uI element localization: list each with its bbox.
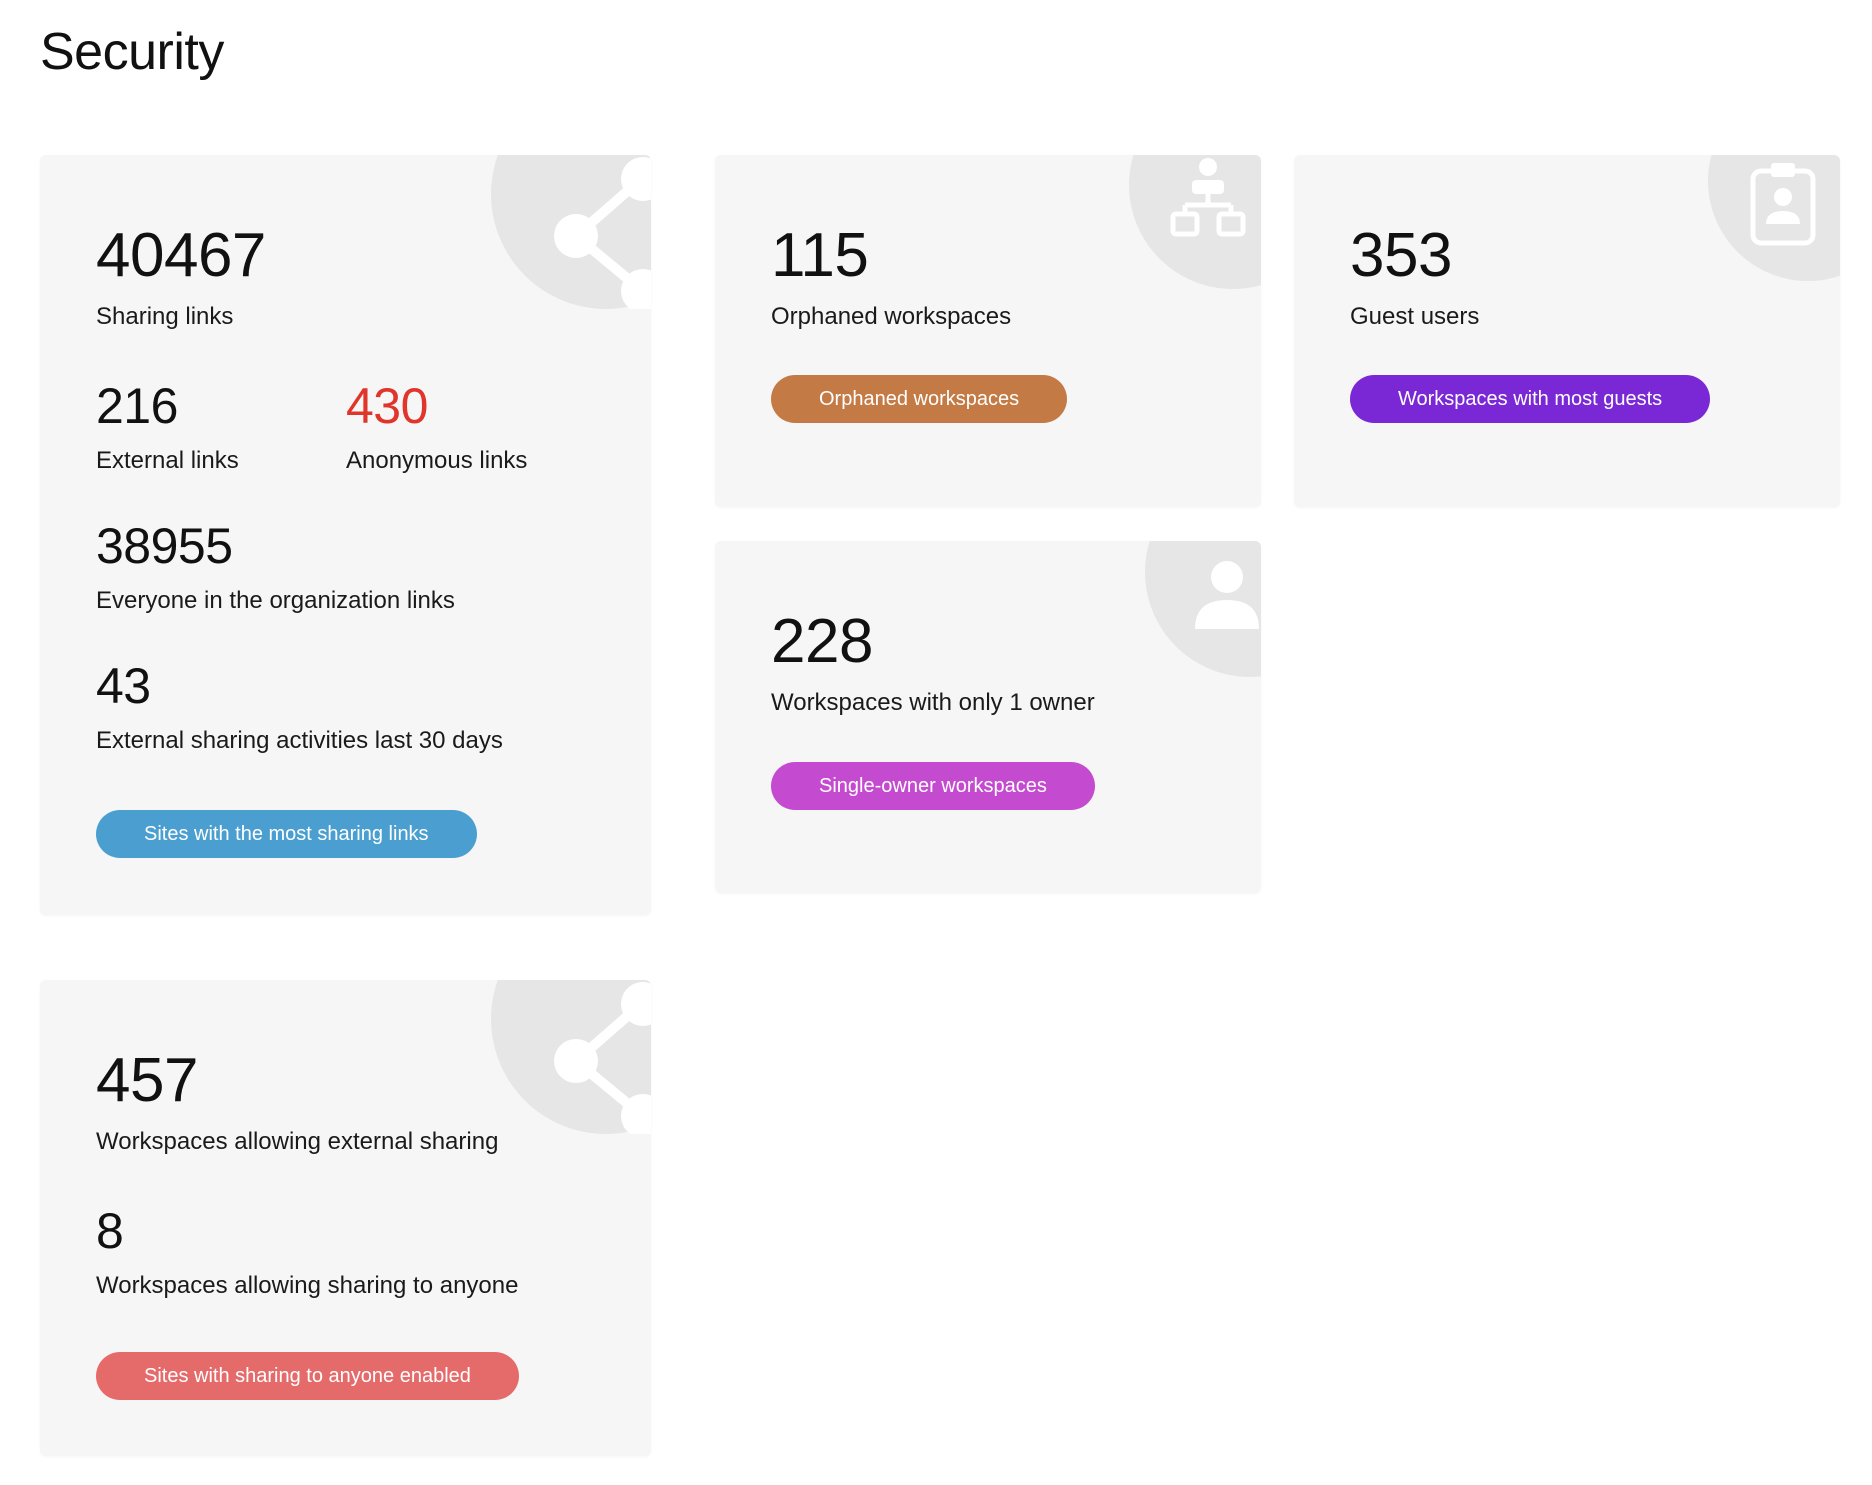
anyone-sharing-metric: 8 Workspaces allowing sharing to anyone [96,1206,518,1298]
user-icon [1145,541,1261,677]
guest-users-card: 353 Guest users Workspaces with most gue… [1294,155,1840,507]
external-sharing-value: 457 [96,1046,198,1115]
external-links-metric: 216 External links [96,381,239,473]
sharing-links-label: Sharing links [96,303,234,330]
share-icon [491,980,651,1134]
single-owner-label: Workspaces with only 1 owner [771,689,1095,716]
orphaned-metric: 115 Orphaned workspaces [771,225,1011,329]
everyone-links-metric: 38955 Everyone in the organization links [96,521,455,613]
anyone-sharing-value: 8 [96,1203,124,1259]
everyone-links-value: 38955 [96,518,233,574]
id-badge-icon [1708,155,1840,281]
external-activities-metric: 43 External sharing activities last 30 d… [96,661,503,753]
share-icon [491,155,651,309]
sharing-links-card: 40467 Sharing links 216 External links 4… [40,155,651,915]
external-activities-label: External sharing activities last 30 days [96,727,503,754]
page-title: Security [40,23,224,81]
orphaned-workspaces-button[interactable]: Orphaned workspaces [771,375,1068,423]
single-owner-metric: 228 Workspaces with only 1 owner [771,611,1095,715]
external-links-label: External links [96,447,239,474]
single-owner-value: 228 [771,607,873,676]
orphaned-workspaces-card: 115 Orphaned workspaces Orphaned workspa… [715,155,1261,507]
external-sharing-label: Workspaces allowing external sharing [96,1128,499,1155]
external-activities-value: 43 [96,658,151,714]
guest-users-value: 353 [1350,221,1452,290]
guest-users-metric: 353 Guest users [1350,225,1479,329]
single-owner-workspaces-button[interactable]: Single-owner workspaces [771,762,1095,810]
sharing-links-metric: 40467 Sharing links [96,225,266,329]
everyone-links-label: Everyone in the organization links [96,587,455,614]
external-links-value: 216 [96,378,178,434]
hierarchy-icon [1129,155,1261,289]
most-sharing-links-button[interactable]: Sites with the most sharing links [96,810,477,858]
external-sharing-card: 457 Workspaces allowing external sharing… [40,980,651,1456]
sharing-links-value: 40467 [96,221,266,290]
single-owner-card: 228 Workspaces with only 1 owner Single-… [715,541,1261,893]
anonymous-links-metric: 430 Anonymous links [346,381,527,473]
anonymous-links-value: 430 [346,378,428,434]
anonymous-links-label: Anonymous links [346,447,528,474]
external-sharing-metric: 457 Workspaces allowing external sharing [96,1050,498,1154]
orphaned-label: Orphaned workspaces [771,303,1012,330]
sharing-to-anyone-button[interactable]: Sites with sharing to anyone enabled [96,1352,519,1400]
most-guests-button[interactable]: Workspaces with most guests [1350,375,1711,423]
guest-users-label: Guest users [1350,303,1480,330]
anyone-sharing-label: Workspaces allowing sharing to anyone [96,1272,519,1299]
orphaned-value: 115 [771,221,869,290]
